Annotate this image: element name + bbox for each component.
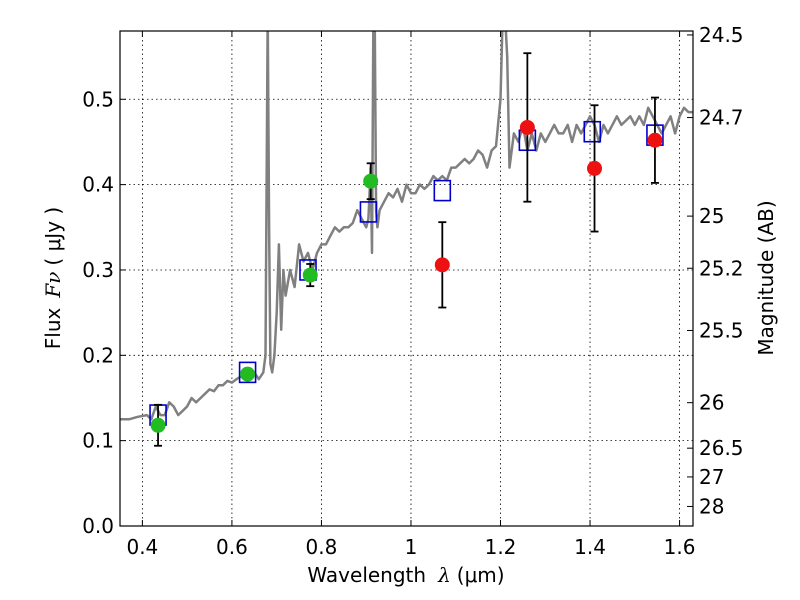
y-tick-label: 0.5: [82, 87, 114, 111]
plot-frame: [119, 30, 694, 527]
data-point: [363, 173, 379, 189]
data-point: [519, 119, 535, 135]
y-tick-label: 0.1: [82, 429, 114, 453]
spectrum-line-group: [120, 31, 693, 421]
spectrum-line: [120, 31, 693, 421]
x-tick-label: 0.6: [216, 535, 248, 559]
x-tick-label: 1.6: [664, 535, 696, 559]
x-tick-label: 0.8: [306, 535, 338, 559]
y2-tick-label: 24.5: [699, 23, 744, 47]
x-tick-label: 0.4: [126, 535, 158, 559]
model-flux-box: [583, 120, 602, 143]
y2-tick-label: 25.2: [699, 256, 744, 280]
y-axis-title: FluxFν( μJy ): [41, 207, 65, 349]
data-point: [302, 267, 318, 283]
x-axis-title: Wavelength λ (μm): [307, 563, 504, 587]
model-flux-box: [433, 179, 452, 202]
y2-axis-title: Magnitude (AB): [754, 200, 778, 355]
data-point: [240, 366, 256, 382]
y2-tick-label: 24.7: [699, 106, 744, 130]
y2-tick-label: 27: [699, 465, 724, 489]
data-point: [434, 257, 450, 273]
y-tick-label: 0.0: [82, 514, 114, 538]
model-box-group: [149, 120, 664, 426]
observed-point-group: [150, 52, 663, 447]
data-point: [150, 417, 166, 433]
y-tick-label: 0.4: [82, 173, 114, 197]
ticks: 0.4 0.6 0.8 1 1.2 1.4 1.6 0.0 0.1 0.2 0.3 0.4 0.5 24.…: [82, 23, 743, 559]
x-tick-label: 1: [405, 535, 418, 559]
model-flux-box: [359, 201, 378, 223]
x-tick-label: 1.2: [485, 535, 517, 559]
y2-tick-label: 28: [699, 494, 724, 518]
data-point: [647, 132, 663, 148]
y2-tick-label: 26.5: [699, 436, 744, 460]
y2-tick-label: 25: [699, 204, 724, 228]
data-point: [587, 160, 603, 176]
y-tick-label: 0.2: [82, 343, 114, 367]
y2-tick-label: 25.5: [699, 318, 744, 342]
x-tick-label: 1.4: [574, 535, 606, 559]
model-flux-box: [238, 361, 257, 384]
y2-tick-label: 26: [699, 391, 724, 415]
y-tick-label: 0.3: [82, 258, 114, 282]
grid: [120, 31, 693, 527]
